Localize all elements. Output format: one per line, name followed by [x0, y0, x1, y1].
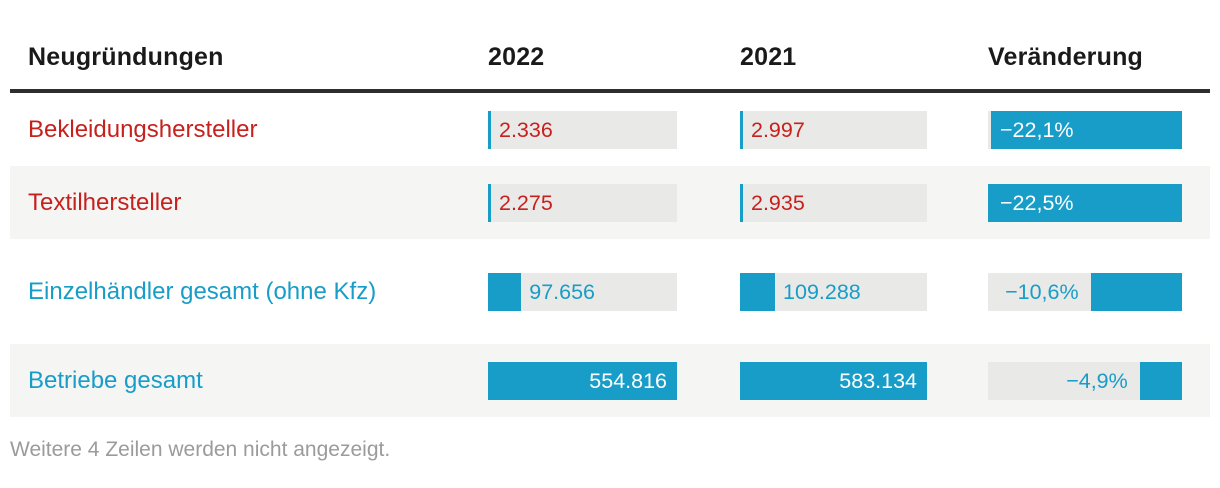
value-cell: 2.935 [740, 183, 988, 222]
row-label: Bekleidungshersteller [28, 115, 258, 143]
bar-fill [1139, 361, 1182, 400]
value-cell: 2.336 [488, 110, 740, 149]
column-header-veraenderung: Veränderung [988, 43, 1144, 71]
table-header: Neugründungen 2022 2021 Veränderung [10, 0, 1210, 93]
bar-fill [488, 361, 677, 400]
bar-value-label: 97.656 [529, 279, 596, 304]
table-body: Bekleidungshersteller 2.336 2.997 −22,1% Tex… [10, 93, 1210, 417]
bar-track: 2.997 [740, 110, 927, 149]
bar-fill [740, 110, 743, 149]
bar-value-label: 583.134 [839, 368, 917, 393]
bar-track: −22,1% [988, 110, 1182, 149]
bar-track: 2.935 [740, 183, 927, 222]
bar-value-label: −10,6% [1005, 279, 1079, 304]
table-row: Bekleidungshersteller 2.336 2.997 −22,1% [10, 93, 1210, 166]
bar-fill [488, 183, 491, 222]
table-row: Textilhersteller 2.275 2.935 −22,5% [10, 166, 1210, 239]
bar-fill [740, 183, 743, 222]
column-header-2022: 2022 [488, 43, 545, 71]
bar-value-label: 2.935 [751, 190, 805, 215]
bar-track: 2.336 [488, 110, 677, 149]
bar-fill [740, 361, 927, 400]
bar-fill [1090, 272, 1182, 311]
table-row: Betriebe gesamt 554.816 583.134 −4,9% [10, 344, 1210, 417]
bar-value-label: 554.816 [589, 368, 667, 393]
bar-track: −22,5% [988, 183, 1182, 222]
change-cell: −22,5% [988, 183, 1182, 222]
value-cell: 2.275 [488, 183, 740, 222]
value-cell: 554.816 [488, 361, 740, 400]
table-bar-chart: Neugründungen 2022 2021 Veränderung Bekl… [10, 0, 1210, 462]
bar-value-label: −22,5% [1000, 190, 1074, 215]
bar-value-label: 2.997 [751, 117, 805, 142]
change-cell: −4,9% [988, 361, 1182, 400]
bar-track: 109.288 [740, 272, 927, 311]
value-cell: 2.997 [740, 110, 988, 149]
bar-value-label: 109.288 [783, 279, 861, 304]
value-cell: 583.134 [740, 361, 988, 400]
bar-value-label: 2.275 [499, 190, 553, 215]
bar-fill [488, 272, 522, 311]
bar-value-label: 2.336 [499, 117, 553, 142]
bar-track: 97.656 [488, 272, 677, 311]
bar-fill [740, 272, 776, 311]
row-label: Einzelhändler gesamt (ohne Kfz) [28, 277, 377, 305]
bar-track: 554.816 [488, 361, 677, 400]
change-cell: −22,1% [988, 110, 1182, 149]
value-cell: 109.288 [740, 272, 988, 311]
footer-note: Weitere 4 Zeilen werden nicht angezeigt. [10, 438, 391, 461]
bar-track: 2.275 [488, 183, 677, 222]
row-label: Textilhersteller [28, 188, 182, 216]
bar-track: −4,9% [988, 361, 1182, 400]
column-header-2021: 2021 [740, 43, 797, 71]
row-label: Betriebe gesamt [28, 366, 203, 394]
table-row: Einzelhändler gesamt (ohne Kfz) 97.656 109… [10, 239, 1210, 344]
bar-track: −10,6% [988, 272, 1182, 311]
bar-value-label: −4,9% [1066, 368, 1128, 393]
bar-fill [991, 110, 1182, 149]
column-header-neugruendungen: Neugründungen [28, 43, 224, 71]
bar-fill [488, 110, 491, 149]
bar-fill [988, 183, 1182, 222]
bar-value-label: −22,1% [1000, 117, 1074, 142]
bar-track: 583.134 [740, 361, 927, 400]
change-cell: −10,6% [988, 272, 1182, 311]
value-cell: 97.656 [488, 272, 740, 311]
